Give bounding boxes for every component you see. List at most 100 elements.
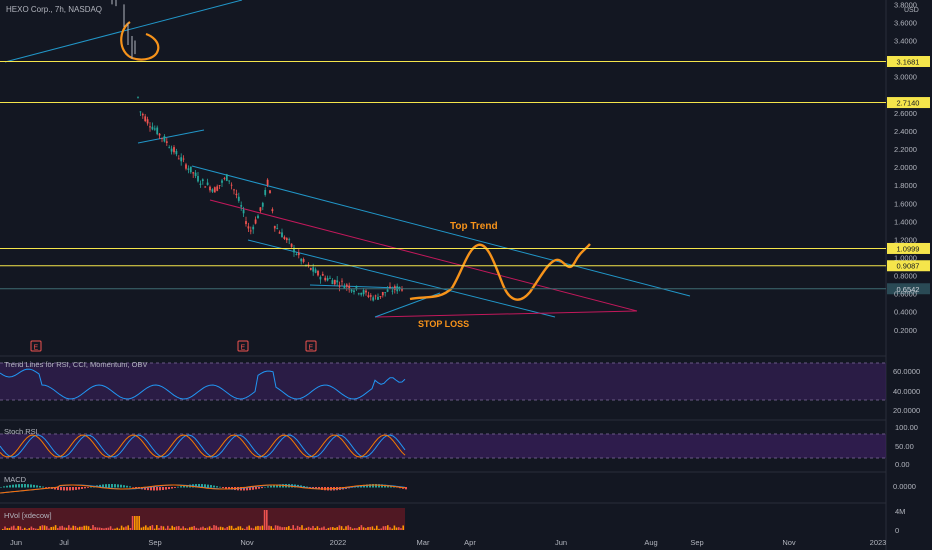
- macd-histogram-bar: [117, 484, 119, 488]
- macd-histogram-bar: [156, 487, 158, 491]
- volume-bar: [171, 525, 173, 530]
- macd-histogram-bar: [219, 486, 221, 488]
- stop-loss-label[interactable]: STOP LOSS: [418, 319, 469, 329]
- candle-body: [252, 226, 255, 230]
- volume-bar: [248, 525, 250, 530]
- volume-bar: [175, 526, 178, 530]
- volume-bar: [2, 528, 4, 530]
- volume-bar: [21, 528, 24, 530]
- candle-body: [329, 277, 331, 279]
- volume-bar: [54, 525, 57, 530]
- macd-histogram-bar: [0, 487, 2, 488]
- macd-tick-0: 0.0000: [893, 482, 916, 491]
- volume-bar: [134, 516, 136, 530]
- candle-body: [149, 126, 151, 128]
- stoch-k-line: [0, 434, 406, 458]
- volume-bar: [362, 527, 365, 530]
- candle-body: [379, 296, 382, 297]
- macd-histogram-bar: [126, 485, 128, 488]
- macd-histogram-bar: [168, 487, 170, 490]
- volume-bar: [8, 528, 11, 530]
- earnings-marker-1[interactable]: E: [30, 340, 42, 352]
- support-line[interactable]: [309, 284, 401, 289]
- earnings-marker-3[interactable]: E: [305, 340, 317, 352]
- top-trend-label[interactable]: Top Trend: [450, 221, 498, 232]
- volume-bar: [142, 526, 145, 530]
- projection-wave[interactable]: [409, 243, 591, 301]
- volume-bar: [39, 526, 41, 530]
- volume-bar: [219, 526, 222, 530]
- candle-body: [182, 158, 185, 160]
- candle-body: [180, 157, 183, 162]
- macd-histogram-bar: [24, 484, 26, 488]
- channel-top-line[interactable]: [137, 129, 205, 144]
- volume-bar: [400, 528, 402, 530]
- volume-bar: [125, 526, 127, 530]
- volume-bar: [184, 528, 187, 530]
- volume-bar: [250, 527, 253, 530]
- candle-body: [297, 252, 300, 256]
- volume-bar: [277, 525, 279, 530]
- volume-bar: [101, 528, 103, 530]
- circle-drawing[interactable]: [120, 21, 160, 61]
- volume-bar: [285, 527, 288, 530]
- macd-histogram-bar: [120, 484, 122, 488]
- volume-bar: [131, 516, 134, 530]
- macd-histogram-bar: [276, 484, 278, 488]
- time-axis[interactable]: Jun Jul Sep Nov 2022 Mar Apr Jun Aug Sep Nov 2023: [10, 538, 886, 547]
- macd-histogram-bar: [99, 484, 101, 488]
- stop-loss-line[interactable]: [374, 310, 638, 318]
- candle-body: [271, 209, 274, 212]
- currency-label: USD: [904, 7, 919, 14]
- volume-bar: [393, 525, 396, 530]
- candle-body: [228, 180, 231, 182]
- candle-body: [317, 270, 319, 276]
- macd-histogram-bar: [153, 487, 155, 491]
- candle-body: [235, 193, 238, 196]
- volume-bar: [169, 528, 171, 530]
- resistance-diag-line[interactable]: [209, 199, 638, 312]
- volume-bar: [389, 527, 391, 530]
- hvol-pane-title[interactable]: HVol [xdecow]: [4, 511, 52, 520]
- volume-bar: [325, 528, 327, 530]
- price-axis[interactable]: 3.8000 3.6000 3.4000 3.0000 2.6000 2.4000 2.20…: [894, 0, 917, 334]
- candle-body: [336, 280, 339, 283]
- volume-bar: [222, 527, 224, 530]
- volume-bar: [312, 525, 314, 530]
- volume-bar: [356, 528, 358, 530]
- macd-histogram-bar: [228, 487, 230, 490]
- candle-body: [295, 254, 298, 255]
- volume-bar: [283, 527, 286, 530]
- volume-bar: [191, 526, 193, 530]
- volume-bar: [46, 526, 48, 530]
- macd-histogram-bar: [405, 487, 407, 490]
- stoch-pane-title[interactable]: Stoch RSI: [4, 427, 38, 436]
- rsi-pane-title[interactable]: Trend Lines for RSI, CCI, Momentum, OBV: [4, 360, 148, 369]
- macd-histogram-bar: [315, 487, 317, 489]
- price-tick-label: 1.8000: [894, 181, 917, 190]
- symbol-title[interactable]: HEXO Corp., 7h, NASDAQ: [6, 5, 102, 14]
- volume-bar: [26, 528, 28, 530]
- level-price-label: 3.1681: [897, 58, 920, 67]
- macd-histogram-bar: [66, 487, 68, 491]
- volume-bar: [138, 516, 140, 530]
- candle-body: [269, 190, 271, 194]
- macd-histogram-bar: [162, 487, 164, 491]
- volume-bar: [173, 527, 176, 530]
- candle-body: [355, 285, 358, 290]
- volume-bar: [327, 527, 330, 530]
- volume-bar: [63, 527, 66, 530]
- volume-bar: [334, 527, 336, 530]
- top-trend-line[interactable]: [191, 165, 691, 297]
- stoch-band: [0, 434, 886, 458]
- macd-histogram-bar: [30, 484, 32, 488]
- price-tick-label: 0.4000: [894, 308, 917, 317]
- volume-bar: [19, 526, 22, 530]
- earnings-marker-2[interactable]: E: [237, 340, 249, 352]
- volume-bar: [30, 526, 33, 530]
- candle-body: [326, 278, 329, 281]
- candle-body: [345, 284, 348, 287]
- macd-pane-title[interactable]: MACD: [4, 475, 27, 484]
- candle-body: [137, 96, 139, 98]
